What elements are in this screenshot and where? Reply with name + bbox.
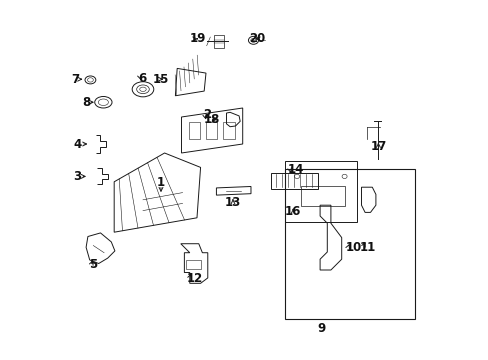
Text: 14: 14 [287, 163, 304, 176]
Text: 18: 18 [204, 113, 220, 126]
Text: 4: 4 [73, 138, 81, 150]
Bar [188, 122, 200, 139]
Bar [213, 35, 224, 48]
Text: 12: 12 [186, 272, 203, 285]
Text: 11: 11 [359, 241, 375, 254]
Text: 19: 19 [189, 32, 206, 45]
Text: 15: 15 [152, 73, 169, 86]
Bar [205, 122, 217, 139]
Text: 5: 5 [89, 258, 97, 271]
Text: 16: 16 [285, 205, 301, 218]
Text: 9: 9 [317, 322, 325, 335]
Bar [284, 169, 415, 319]
Text: 8: 8 [81, 96, 90, 109]
Bar [223, 122, 234, 139]
Bar [186, 260, 200, 269]
Text: 17: 17 [369, 140, 386, 153]
Text: 2: 2 [203, 108, 211, 121]
Text: 3: 3 [73, 170, 81, 183]
Text: 1: 1 [157, 176, 165, 189]
Text: 20: 20 [248, 32, 265, 45]
Bar [301, 186, 344, 206]
Text: 13: 13 [224, 196, 241, 209]
Text: 7: 7 [72, 73, 80, 86]
Text: 10: 10 [345, 241, 361, 254]
Text: 6: 6 [138, 72, 146, 85]
